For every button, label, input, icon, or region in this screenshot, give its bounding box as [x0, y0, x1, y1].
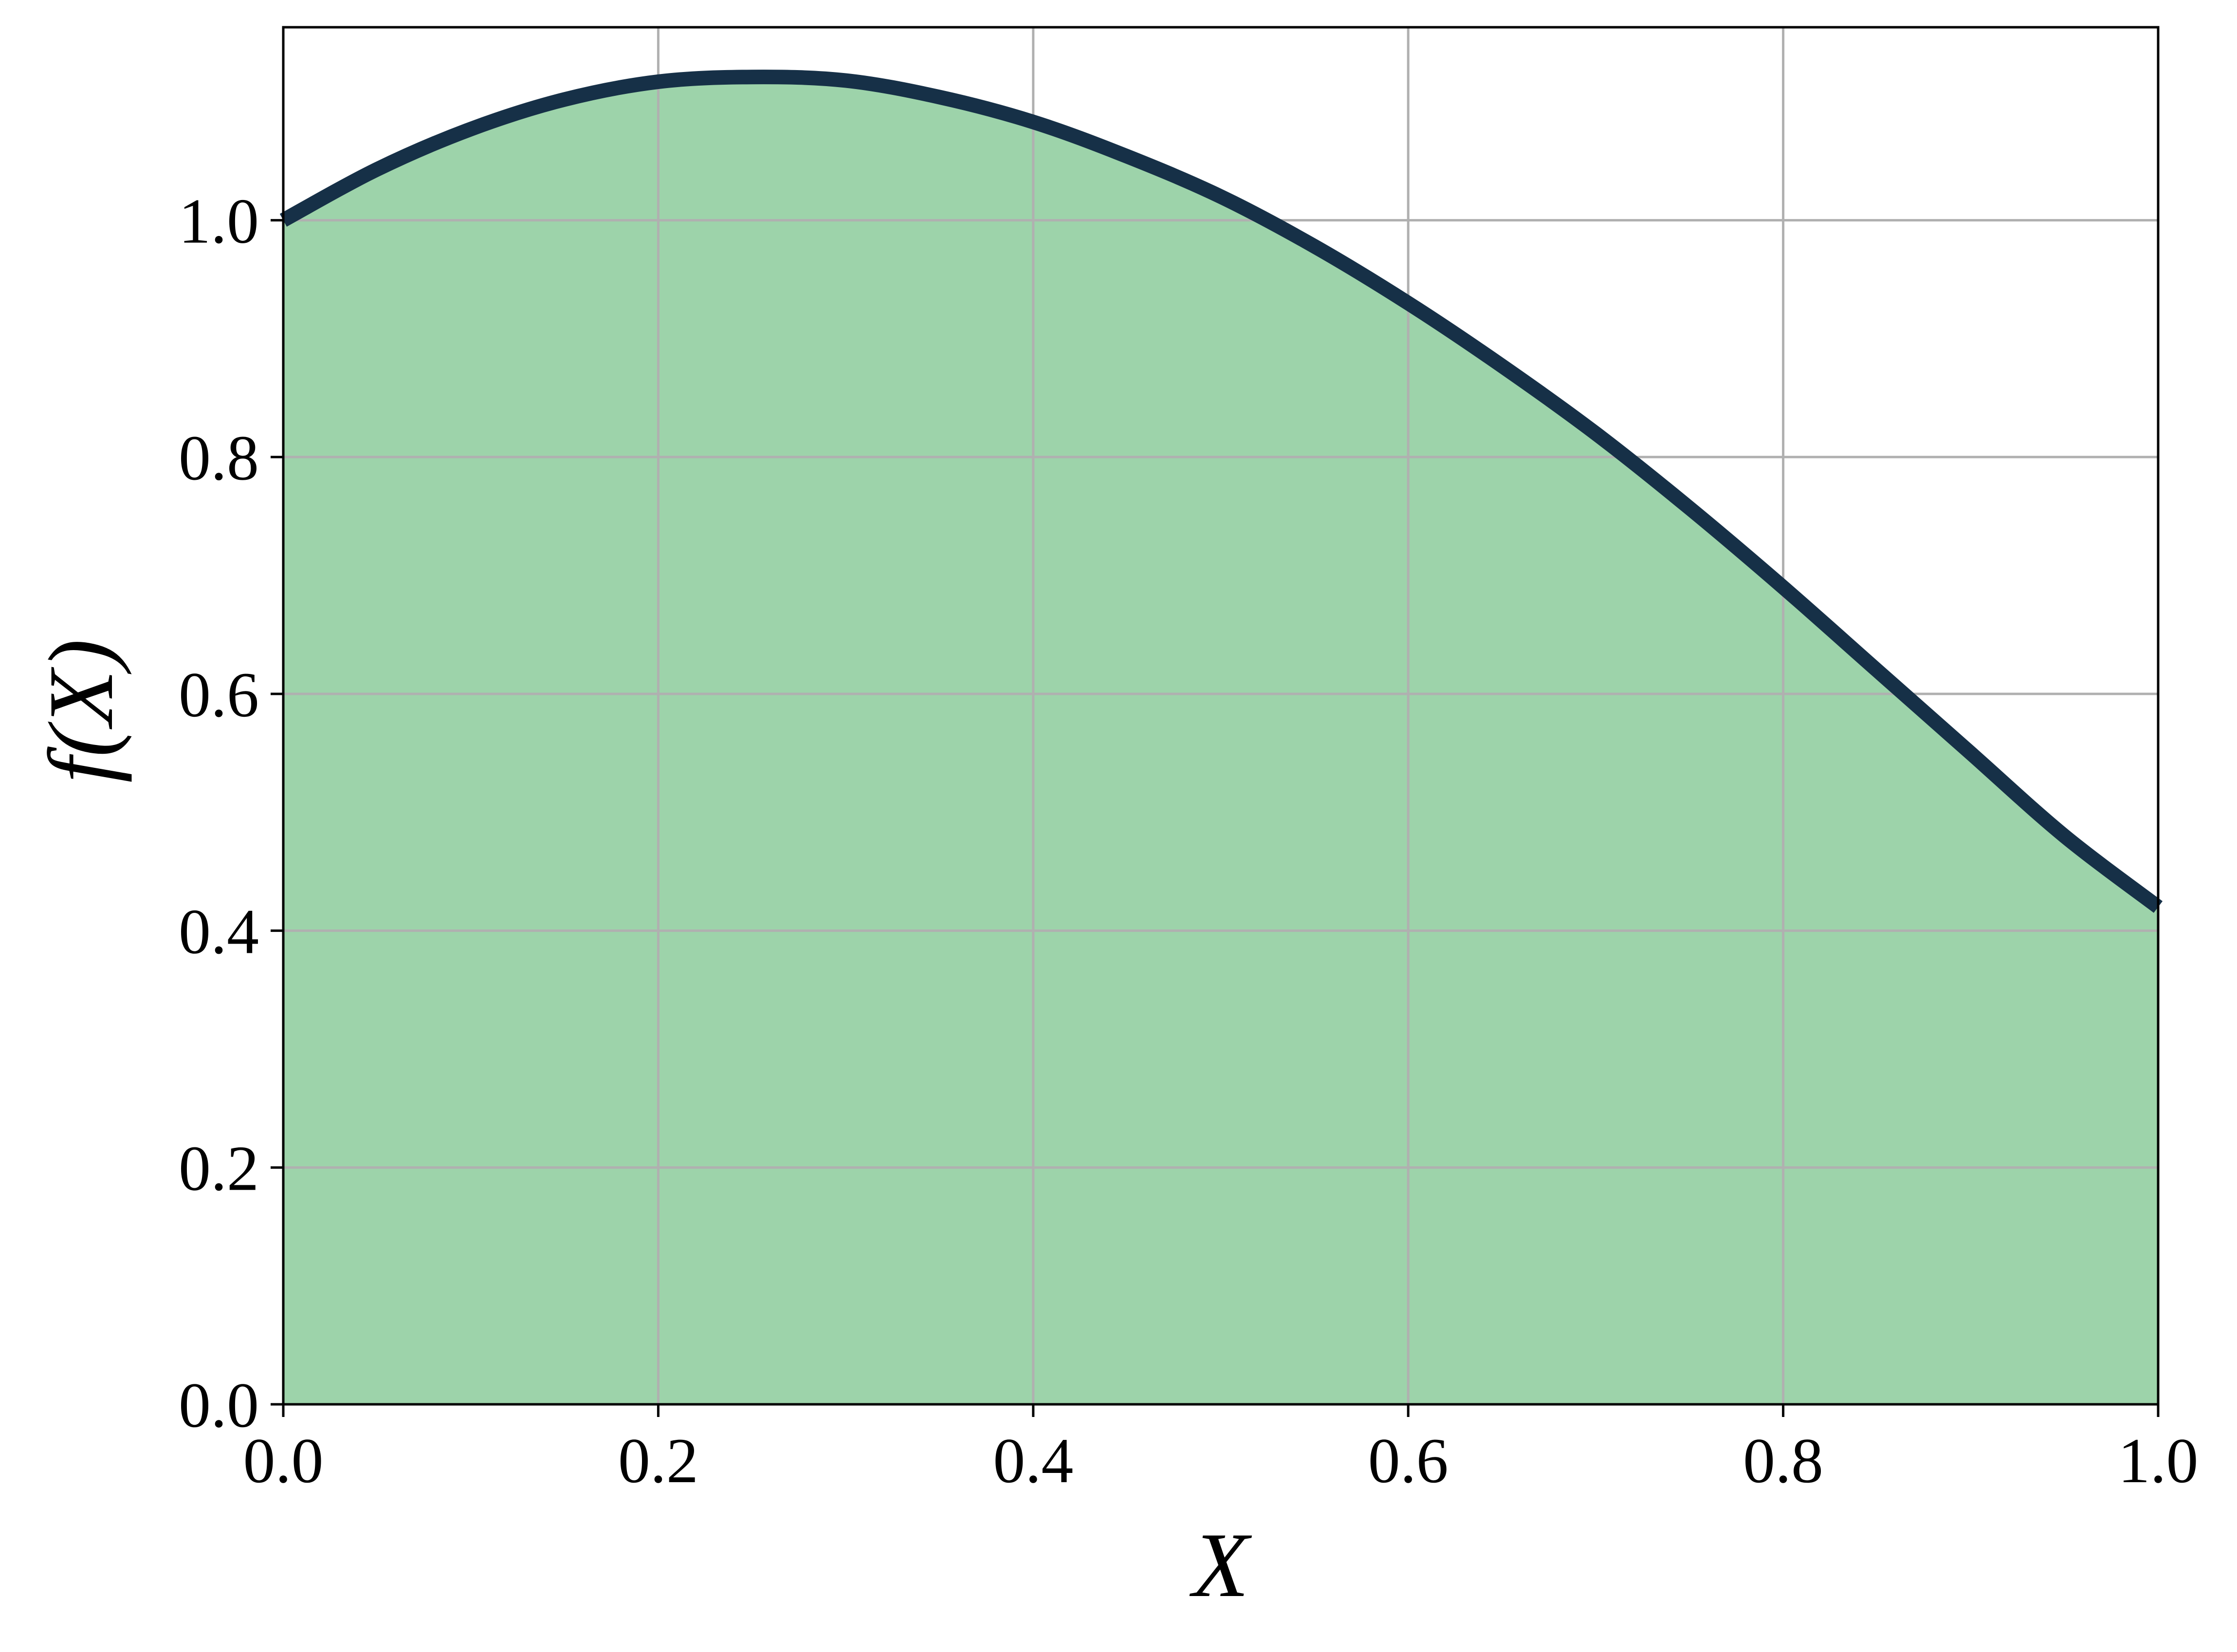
y-tick-label: 0.4	[179, 896, 259, 967]
x-tick-label: 0.0	[243, 1425, 324, 1496]
y-tick-label: 0.0	[179, 1369, 259, 1441]
tick-layer: 0.0 0.2 0.4 0.6 0.8 1.0 0.0 0.2 0.4 0.6 0.8 1.0	[179, 185, 2199, 1496]
x-tick-label: 0.2	[618, 1425, 698, 1496]
y-axis-label: f(X)	[30, 639, 132, 782]
y-tick-label: 0.6	[179, 659, 259, 730]
series-line	[279, 70, 2163, 913]
area-fill	[283, 77, 2158, 1405]
x-tick-label: 1.0	[2118, 1425, 2199, 1496]
y-tick-label: 0.8	[179, 422, 259, 493]
x-axis-label: X	[1189, 1514, 1252, 1616]
plot-frame	[282, 26, 2160, 1406]
x-tick-label: 0.4	[993, 1425, 1073, 1496]
line-layer	[279, 70, 2163, 913]
y-tick-label: 1.0	[179, 185, 259, 257]
x-tick-label: 0.8	[1743, 1425, 1823, 1496]
area-layer	[283, 77, 2158, 1405]
y-tick-label: 0.2	[179, 1132, 259, 1204]
x-tick-label: 0.6	[1368, 1425, 1449, 1496]
